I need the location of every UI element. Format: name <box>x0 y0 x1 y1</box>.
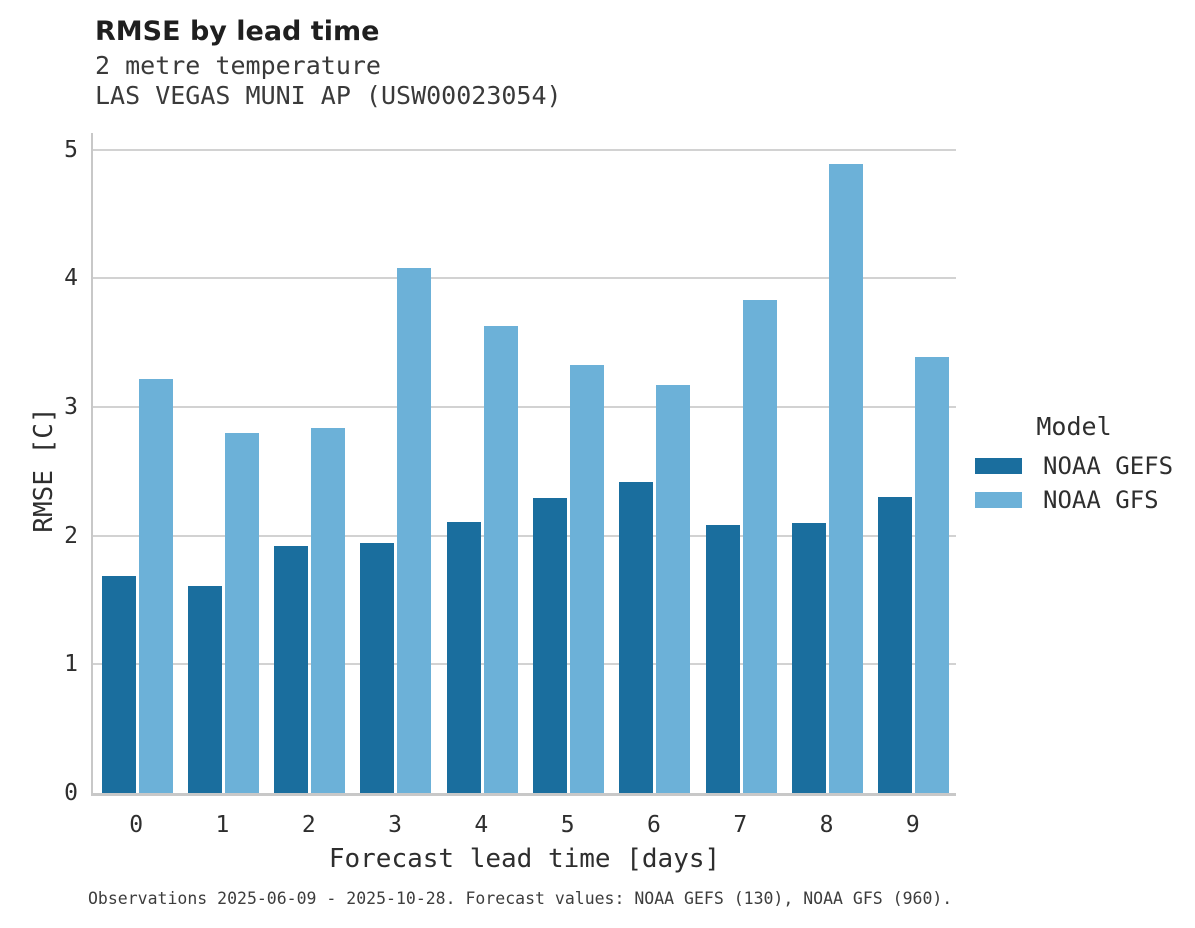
y-tick-4: 4 <box>64 265 78 292</box>
x-tick-9: 9 <box>905 812 920 838</box>
y-tick-1: 1 <box>64 651 78 678</box>
bar-noaa-gefs-lead-6 <box>619 481 654 793</box>
bar-noaa-gefs-lead-1 <box>187 585 222 793</box>
gridline-y2 <box>93 534 956 537</box>
bar-noaa-gefs-lead-4 <box>446 521 481 793</box>
plot-area <box>91 133 956 796</box>
x-tick-3: 3 <box>388 812 402 838</box>
y-tick-5: 5 <box>64 136 78 163</box>
legend-swatch-gfs <box>975 492 1022 508</box>
caption: Observations 2025-06-09 - 2025-10-28. Fo… <box>88 889 953 908</box>
chart-title: RMSE by lead time <box>95 16 380 47</box>
bar-noaa-gfs-lead-1 <box>224 432 259 793</box>
x-axis-spine <box>91 793 956 796</box>
x-tick-7: 7 <box>733 812 748 838</box>
gridline-y5 <box>93 148 956 151</box>
legend-label-gefs: NOAA GEFS <box>1043 452 1174 480</box>
bar-noaa-gefs-lead-2 <box>274 545 309 793</box>
bar-noaa-gefs-lead-9 <box>878 497 913 793</box>
chart-subtitle-variable: 2 metre temperature <box>95 51 381 80</box>
bar-noaa-gfs-lead-2 <box>311 427 346 793</box>
x-tick-1: 1 <box>215 812 230 838</box>
legend-entry-gfs: NOAA GFS <box>975 483 1185 517</box>
legend-swatch-gefs <box>975 458 1022 474</box>
y-tick-3: 3 <box>64 394 78 421</box>
gridline-y4 <box>93 277 956 280</box>
x-tick-5: 5 <box>560 812 575 838</box>
x-tick-6: 6 <box>647 812 661 838</box>
bar-noaa-gfs-lead-9 <box>915 356 950 793</box>
y-tick-0: 0 <box>64 780 78 806</box>
x-tick-2: 2 <box>301 812 316 838</box>
bar-noaa-gefs-lead-3 <box>360 543 395 793</box>
legend-label-gfs: NOAA GFS <box>1043 486 1159 514</box>
x-tick-0: 0 <box>129 812 144 838</box>
x-tick-4: 4 <box>474 812 489 838</box>
bar-noaa-gefs-lead-5 <box>533 498 567 793</box>
legend-title: Model <box>1036 412 1112 441</box>
bar-noaa-gfs-lead-7 <box>742 300 777 793</box>
bar-noaa-gfs-lead-3 <box>397 268 432 793</box>
gridline-y1 <box>93 663 956 666</box>
gridline-y3 <box>93 406 956 409</box>
bar-noaa-gefs-lead-8 <box>791 522 826 793</box>
y-axis-spine <box>91 133 93 795</box>
bar-noaa-gefs-lead-7 <box>705 525 740 793</box>
chart-subtitle-station: LAS VEGAS MUNI AP (USW00023054) <box>95 81 562 110</box>
bar-noaa-gfs-lead-0 <box>138 378 173 793</box>
legend: Model NOAA GEFS NOAA GFS <box>975 412 1185 517</box>
bar-noaa-gfs-lead-4 <box>483 325 518 793</box>
y-axis-label: RMSE [C] <box>29 407 59 533</box>
x-tick-8: 8 <box>819 812 834 838</box>
y-tick-2: 2 <box>64 522 78 549</box>
bar-noaa-gfs-lead-8 <box>828 163 863 793</box>
bar-noaa-gfs-lead-6 <box>656 385 691 793</box>
legend-entry-gefs: NOAA GEFS <box>975 449 1185 483</box>
x-axis-label: Forecast lead time [days] <box>328 844 721 874</box>
bar-noaa-gfs-lead-5 <box>570 364 604 793</box>
bar-noaa-gefs-lead-0 <box>101 575 136 793</box>
